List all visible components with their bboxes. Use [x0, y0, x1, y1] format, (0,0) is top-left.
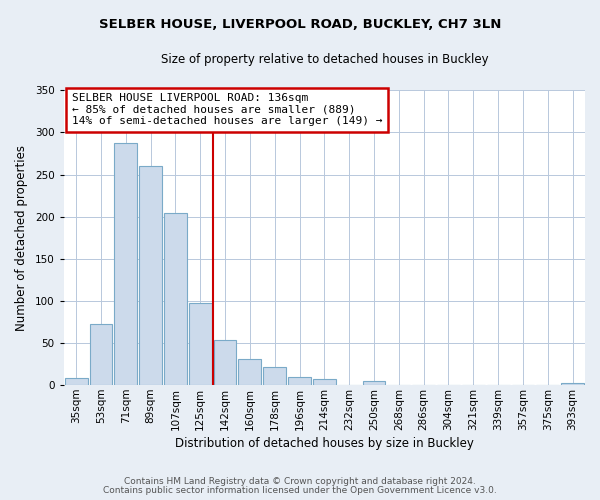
Bar — [65, 378, 88, 385]
Text: Contains HM Land Registry data © Crown copyright and database right 2024.: Contains HM Land Registry data © Crown c… — [124, 477, 476, 486]
X-axis label: Distribution of detached houses by size in Buckley: Distribution of detached houses by size … — [175, 437, 474, 450]
Bar — [139, 166, 162, 385]
Bar — [238, 359, 262, 385]
Text: Contains public sector information licensed under the Open Government Licence v3: Contains public sector information licen… — [103, 486, 497, 495]
Bar — [288, 376, 311, 385]
Bar — [189, 304, 212, 385]
Text: SELBER HOUSE LIVERPOOL ROAD: 136sqm
← 85% of detached houses are smaller (889)
1: SELBER HOUSE LIVERPOOL ROAD: 136sqm ← 85… — [71, 93, 382, 126]
Bar — [164, 214, 187, 385]
Text: SELBER HOUSE, LIVERPOOL ROAD, BUCKLEY, CH7 3LN: SELBER HOUSE, LIVERPOOL ROAD, BUCKLEY, C… — [99, 18, 501, 30]
Bar — [313, 380, 336, 385]
Bar — [214, 340, 236, 385]
Bar — [362, 381, 385, 385]
Bar — [89, 324, 112, 385]
Title: Size of property relative to detached houses in Buckley: Size of property relative to detached ho… — [161, 52, 488, 66]
Y-axis label: Number of detached properties: Number of detached properties — [15, 144, 28, 330]
Bar — [561, 384, 584, 385]
Bar — [263, 368, 286, 385]
Bar — [115, 144, 137, 385]
